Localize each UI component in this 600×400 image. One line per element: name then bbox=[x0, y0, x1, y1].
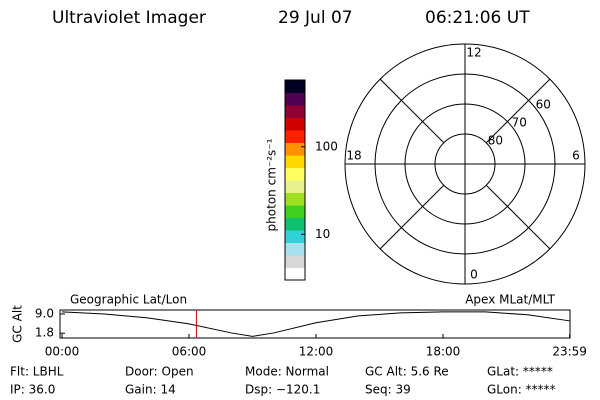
x-tick-label: 00:00 bbox=[45, 345, 80, 359]
info-field: GLon: ***** bbox=[487, 383, 556, 397]
colorbar-segment bbox=[285, 255, 305, 268]
polar-diagonal bbox=[485, 184, 551, 250]
info-field: Gain: 14 bbox=[125, 383, 176, 397]
colorbar-segment bbox=[285, 167, 305, 181]
x-tick-label: 12:00 bbox=[299, 345, 334, 359]
y-label: GC Alt bbox=[11, 305, 25, 343]
colorbar-segment bbox=[285, 180, 305, 193]
time: 06:21:06 UT bbox=[425, 8, 530, 28]
info-field: Seq: 39 bbox=[365, 383, 411, 397]
colorbar-segment bbox=[285, 155, 305, 168]
mlt-label: 18 bbox=[346, 149, 361, 163]
colorbar-segment bbox=[285, 242, 305, 256]
mlt-label: 6 bbox=[572, 149, 580, 163]
x-tick-label: 23:59 bbox=[552, 345, 587, 359]
info-field: GC Alt: 5.6 Re bbox=[365, 365, 449, 379]
x-tick-label: 18:00 bbox=[426, 345, 461, 359]
colorbar-segment bbox=[285, 92, 305, 106]
colorbar-segment bbox=[285, 130, 305, 143]
polar-diagonal bbox=[379, 184, 445, 250]
info-field: Mode: Normal bbox=[245, 365, 329, 379]
y-tick-label: 1.8 bbox=[35, 326, 54, 340]
colorbar-segment bbox=[285, 80, 305, 93]
info-field: Door: Open bbox=[125, 365, 194, 379]
colorbar-segment bbox=[285, 117, 305, 131]
info-field: GLat: ***** bbox=[487, 365, 553, 379]
info-field: Dsp: −120.1 bbox=[245, 383, 320, 397]
colorbar-segment bbox=[285, 205, 305, 218]
polar-diagonal bbox=[379, 78, 445, 144]
lat-label: 60 bbox=[536, 98, 551, 112]
mlt-label: 0 bbox=[470, 268, 478, 282]
colorbar-segment bbox=[285, 105, 305, 118]
lat-label: 70 bbox=[512, 116, 527, 130]
info-field: Flt: LBHL bbox=[10, 365, 64, 379]
colorbar-frame bbox=[284, 79, 306, 281]
colorbar-segment bbox=[285, 192, 305, 206]
colorbar-segment bbox=[285, 142, 305, 156]
altitude-line bbox=[61, 311, 571, 337]
colorbar-label: photon cm⁻²s⁻¹ bbox=[265, 138, 279, 231]
colorbar-segment bbox=[285, 267, 305, 281]
colorbar-segment bbox=[285, 230, 305, 243]
colorbar-tick-label: 100 bbox=[315, 139, 338, 153]
lat-label: 80 bbox=[488, 134, 503, 148]
polar-diagonal bbox=[485, 78, 551, 144]
colorbar-segment bbox=[285, 217, 305, 231]
left-label: Geographic Lat/Lon bbox=[70, 293, 187, 307]
instrument: Ultraviolet Imager bbox=[52, 8, 206, 28]
plot-frame bbox=[59, 309, 571, 339]
y-tick-label: 9.0 bbox=[35, 307, 54, 321]
colorbar-tick-label: 10 bbox=[315, 227, 330, 241]
date: 29 Jul 07 bbox=[278, 8, 353, 28]
x-tick-label: 06:00 bbox=[172, 345, 207, 359]
info-field: IP: 36.0 bbox=[10, 383, 55, 397]
mlt-label: 12 bbox=[466, 46, 481, 60]
right-label: Apex MLat/MLT bbox=[465, 293, 555, 307]
